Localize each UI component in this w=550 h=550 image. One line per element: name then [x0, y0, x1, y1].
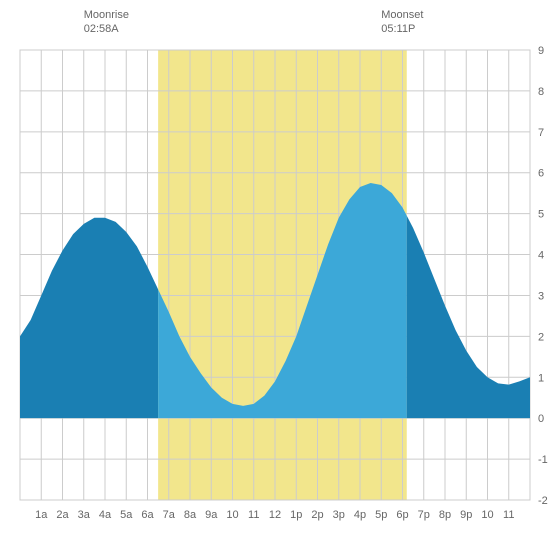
- x-tick-label: 2a: [56, 509, 69, 521]
- x-tick-label: 2p: [311, 509, 323, 521]
- x-tick-label: 4p: [354, 509, 366, 521]
- x-tick-label: 3p: [333, 509, 345, 521]
- x-tick-label: 8a: [184, 509, 197, 521]
- x-tick-label: 8p: [439, 509, 451, 521]
- tide-chart: Moonrise 02:58A Moonset 05:11P 1a2a3a4a5…: [0, 0, 550, 550]
- x-tick-label: 10: [226, 509, 238, 521]
- x-tick-label: 7a: [163, 509, 176, 521]
- moonset-label: Moonset 05:11P: [381, 8, 423, 37]
- x-tick-label: 1a: [35, 509, 48, 521]
- y-tick-label: -1: [538, 454, 548, 466]
- y-tick-label: -2: [538, 495, 548, 507]
- x-tick-label: 3a: [78, 509, 91, 521]
- y-tick-label: 1: [538, 372, 544, 384]
- x-tick-label: 11: [503, 509, 514, 521]
- x-tick-label: 7p: [418, 509, 430, 521]
- y-tick-label: 8: [538, 86, 544, 98]
- moonrise-title: Moonrise: [84, 9, 129, 21]
- x-tick-label: 11: [248, 509, 259, 521]
- x-tick-label: 9a: [205, 509, 218, 521]
- y-tick-label: 3: [538, 290, 544, 302]
- x-tick-label: 5a: [120, 509, 133, 521]
- x-tick-label: 6p: [396, 509, 408, 521]
- moonrise-time: 02:58A: [84, 23, 119, 35]
- x-tick-label: 9p: [460, 509, 472, 521]
- y-tick-label: 7: [538, 127, 544, 139]
- y-tick-label: 2: [538, 331, 544, 343]
- x-tick-label: 1p: [290, 509, 302, 521]
- x-tick-label: 4a: [99, 509, 112, 521]
- y-tick-label: 5: [538, 209, 544, 221]
- moonset-title: Moonset: [381, 9, 423, 21]
- moonrise-label: Moonrise 02:58A: [84, 8, 129, 37]
- y-tick-label: 9: [538, 45, 544, 57]
- y-tick-label: 4: [538, 250, 544, 262]
- y-tick-label: 6: [538, 168, 544, 180]
- x-tick-label: 6a: [141, 509, 154, 521]
- y-tick-label: 0: [538, 413, 544, 425]
- x-tick-label: 10: [481, 509, 493, 521]
- x-tick-label: 5p: [375, 509, 387, 521]
- chart-svg: 1a2a3a4a5a6a7a8a9a1011121p2p3p4p5p6p7p8p…: [0, 0, 550, 550]
- moonset-time: 05:11P: [381, 23, 415, 35]
- x-tick-label: 12: [269, 509, 281, 521]
